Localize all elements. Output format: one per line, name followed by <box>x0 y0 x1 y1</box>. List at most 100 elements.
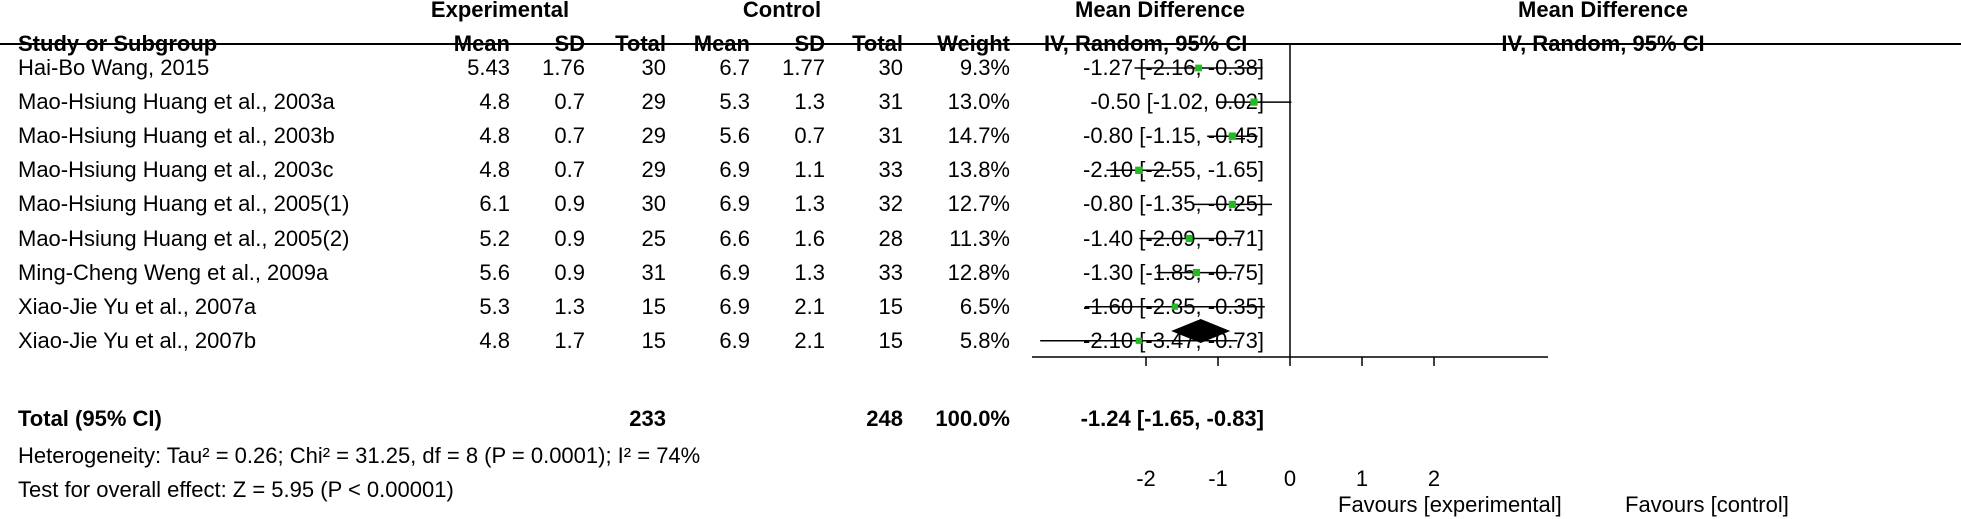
cell-e-mean: 5.6 <box>479 259 510 285</box>
cell-c-mean: 6.9 <box>719 191 750 217</box>
cell-c-sd: 1.77 <box>782 55 825 80</box>
cell-weight: 11.3% <box>949 225 1010 251</box>
cell-e-mean: 4.8 <box>479 327 510 353</box>
cell-c-mean: 6.9 <box>719 327 750 353</box>
point-estimate-marker <box>1135 337 1142 344</box>
cell-c-mean: 6.9 <box>719 259 750 285</box>
cell-name: Xiao-Jie Yu et al., 2007a <box>18 293 257 319</box>
cell-c-sd: 0.7 <box>794 123 825 149</box>
cell-c-total: 31 <box>878 89 903 115</box>
tick-label: -1 <box>1208 466 1228 491</box>
overall-effect-stat: Test for overall effect: Z = 5.95 (P < 0… <box>18 477 454 502</box>
point-estimate-marker <box>1228 200 1237 209</box>
cell-e-sd: 0.9 <box>554 259 585 285</box>
cell-c-sd: 2.1 <box>794 327 825 353</box>
cell-e-sd: 0.7 <box>554 123 585 149</box>
total-ci: -1.24 [-1.65, -0.83] <box>1080 406 1264 431</box>
tick-label: 2 <box>1427 466 1441 491</box>
cell-weight: 12.8% <box>947 259 1010 285</box>
cell-weight: 12.7% <box>947 191 1010 217</box>
cell-e-sd: 1.7 <box>554 327 585 353</box>
cell-name: Hai-Bo Wang, 2015 <box>18 55 210 80</box>
cell-e-mean: 5.43 <box>467 55 510 80</box>
cell-weight: 14.7% <box>947 123 1010 149</box>
cell-c-total: 15 <box>878 327 903 353</box>
favours-control-label: Favours [control] <box>1625 492 1789 517</box>
point-estimate-marker <box>1185 234 1193 243</box>
experimental-group-header: Experimental <box>430 0 570 22</box>
point-estimate-marker <box>1228 132 1237 140</box>
point-estimate-marker <box>1195 64 1202 72</box>
cell-c-mean: 5.6 <box>719 123 750 149</box>
cell-e-mean: 4.8 <box>479 157 510 183</box>
cell-weight: 9.3% <box>959 55 1010 80</box>
cell-c-total: 31 <box>878 123 903 149</box>
cell-c-total: 33 <box>878 157 903 183</box>
cell-e-total: 30 <box>641 55 666 80</box>
cell-e-total: 15 <box>641 327 666 353</box>
cell-weight: 13.8% <box>947 157 1010 183</box>
cell-c-sd: 2.1 <box>794 293 825 319</box>
cell-c-sd: 1.1 <box>794 157 825 183</box>
point-estimate-marker <box>1135 166 1143 174</box>
cell-e-mean: 5.2 <box>479 225 510 251</box>
cell-e-total: 31 <box>641 259 666 285</box>
cell-e-sd: 0.9 <box>554 225 585 251</box>
cell-e-mean: 5.3 <box>479 293 510 319</box>
cell-e-mean: 4.8 <box>479 89 510 115</box>
cell-e-sd: 1.76 <box>542 55 585 80</box>
point-estimate-marker <box>1192 268 1201 277</box>
tick-label: 0 <box>1283 466 1297 491</box>
cell-e-total: 29 <box>641 123 666 149</box>
mean-difference-left-header: Mean Difference <box>1075 0 1245 22</box>
cell-name: Mao-Hsiung Huang et al., 2003b <box>18 123 335 149</box>
cell-c-mean: 6.7 <box>719 55 750 80</box>
point-estimate-marker <box>1171 303 1178 310</box>
cell-c-total: 32 <box>878 191 903 217</box>
favours-experimental-label: Favours [experimental] <box>1338 492 1562 517</box>
cell-e-sd: 1.3 <box>554 293 585 319</box>
cell-e-total: 25 <box>641 225 666 251</box>
cell-c-mean: 6.9 <box>719 157 750 183</box>
control-group-header: Control <box>742 0 822 22</box>
total-weight: 100.0% <box>935 406 1010 431</box>
point-estimate-marker <box>1250 98 1258 106</box>
cell-e-total: 15 <box>641 293 666 319</box>
cell-c-sd: 1.3 <box>794 259 825 285</box>
cell-name: Xiao-Jie Yu et al., 2007b <box>18 327 257 353</box>
cell-e-total: 30 <box>641 191 666 217</box>
cell-c-mean: 5.3 <box>719 89 750 115</box>
heterogeneity-stat: Heterogeneity: Tau² = 0.26; Chi² = 31.25… <box>18 443 701 468</box>
cell-c-sd: 1.3 <box>794 191 825 217</box>
cell-name: Mao-Hsiung Huang et al., 2005(1) <box>18 191 350 217</box>
cell-weight: 13.0% <box>947 89 1010 115</box>
cell-name: Mao-Hsiung Huang et al., 2003c <box>18 157 334 183</box>
cell-c-sd: 1.3 <box>794 89 825 115</box>
total-ctl-n: 248 <box>866 406 903 431</box>
total-label: Total (95% CI) <box>18 406 162 431</box>
cell-c-mean: 6.6 <box>719 225 750 251</box>
cell-e-mean: 4.8 <box>479 123 510 149</box>
cell-weight: 5.8% <box>959 327 1010 353</box>
cell-e-mean: 6.1 <box>479 191 510 217</box>
total-exp-n: 233 <box>629 406 666 431</box>
cell-c-mean: 6.9 <box>719 293 750 319</box>
cell-name: Ming-Cheng Weng et al., 2009a <box>18 259 329 285</box>
cell-e-sd: 0.7 <box>554 157 585 183</box>
cell-e-sd: 0.9 <box>554 191 585 217</box>
cell-weight: 6.5% <box>959 293 1010 319</box>
cell-c-total: 33 <box>878 259 903 285</box>
cell-e-sd: 0.7 <box>554 89 585 115</box>
cell-name: Mao-Hsiung Huang et al., 2003a <box>18 89 335 115</box>
cell-c-total: 30 <box>878 55 903 80</box>
cell-e-total: 29 <box>641 89 666 115</box>
cell-e-total: 29 <box>641 157 666 183</box>
pooled-diamond <box>1171 319 1231 343</box>
tick-label: 1 <box>1355 466 1369 491</box>
mean-difference-right-header: Mean Difference <box>1518 0 1688 22</box>
cell-c-sd: 1.6 <box>794 225 825 251</box>
cell-c-total: 28 <box>878 225 903 251</box>
tick-label: -2 <box>1136 466 1156 491</box>
cell-c-total: 15 <box>878 293 903 319</box>
